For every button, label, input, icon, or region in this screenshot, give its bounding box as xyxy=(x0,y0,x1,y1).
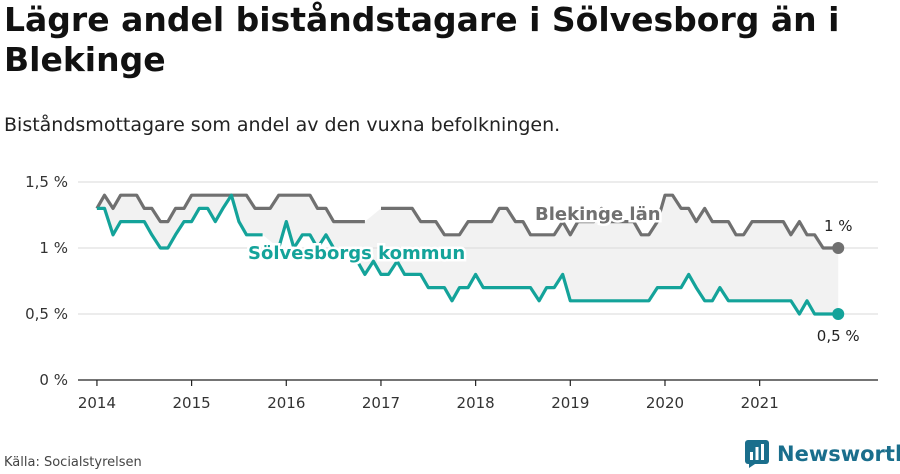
series-label-solvesborg: Sölvesborgs kommun xyxy=(248,243,465,264)
series-line-solvesborg xyxy=(348,247,839,316)
end-label-solvesborg: 0,5 % xyxy=(817,327,860,345)
x-tick-label: 2016 xyxy=(267,394,305,412)
y-tick-label: 0 % xyxy=(39,371,68,389)
x-tick-label: 2015 xyxy=(173,394,211,412)
x-tick-label: 2014 xyxy=(78,394,116,412)
series-line-solvesborg xyxy=(96,193,263,250)
series-end-point-blekinge xyxy=(832,242,845,254)
newsworthy-logo-icon xyxy=(745,440,769,468)
y-tick-label: 1 % xyxy=(39,239,68,257)
series-label-blekinge: Blekinge län xyxy=(535,204,661,225)
series-line-blekinge xyxy=(381,193,839,250)
source-note: Källa: Socialstyrelsen xyxy=(4,455,142,470)
x-tick-label: 2018 xyxy=(457,394,495,412)
series-line-solvesborg xyxy=(277,220,335,250)
y-tick-label: 0,5 % xyxy=(25,305,68,323)
x-tick-label: 2021 xyxy=(741,394,779,412)
x-tick-label: 2017 xyxy=(362,394,400,412)
chart-title: Lägre andel biståndstagare i Sölvesborg … xyxy=(4,0,840,79)
y-tick-label: 1,5 % xyxy=(25,173,68,191)
end-label-blekinge: 1 % xyxy=(824,217,853,235)
series-end-point-solvesborg xyxy=(832,308,845,320)
x-tick-label: 2020 xyxy=(646,394,684,412)
newsworthy-logo[interactable]: Newsworthy xyxy=(745,440,900,468)
newsworthy-logo-text: Newsworthy xyxy=(777,442,900,466)
difference-band xyxy=(96,195,839,314)
x-tick-label: 2019 xyxy=(551,394,589,412)
chart-subtitle: Biståndsmottagare som andel av den vuxna… xyxy=(4,114,561,136)
